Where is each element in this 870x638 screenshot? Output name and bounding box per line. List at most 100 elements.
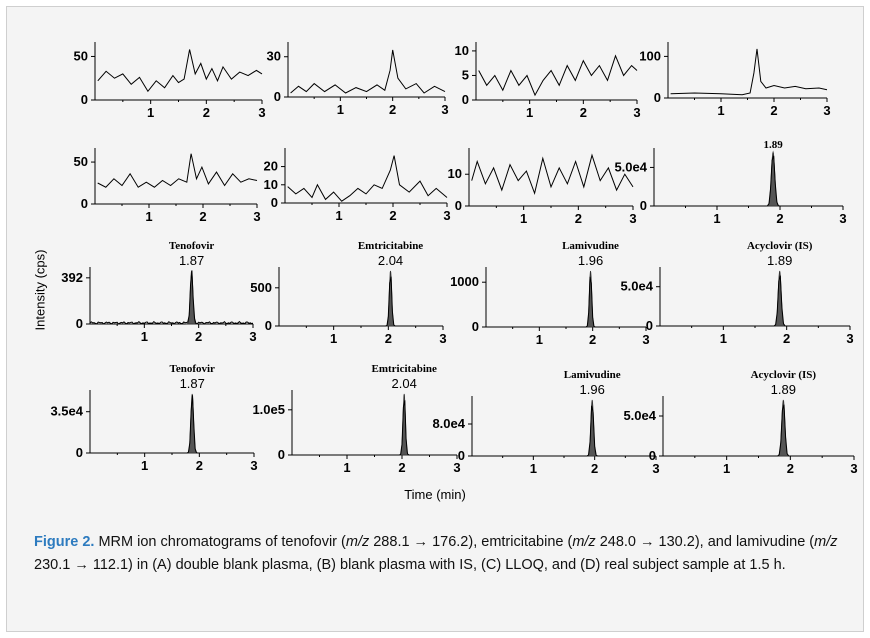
chromatogram-trace bbox=[486, 276, 646, 328]
x-tick-label: 1 bbox=[147, 105, 154, 120]
x-tick-label: 3 bbox=[839, 211, 846, 226]
chromatogram-panel: 1 2 3 0 10 20 bbox=[264, 148, 451, 223]
y-tick-label: 100 bbox=[639, 48, 661, 63]
y-tick-label: 0 bbox=[654, 90, 661, 105]
caption-segment: m/z bbox=[572, 534, 596, 550]
y-tick-label: 0 bbox=[265, 318, 272, 333]
y-tick-label: 392 bbox=[61, 270, 83, 285]
x-tick-label: 1 bbox=[723, 461, 730, 476]
x-tick-label: 3 bbox=[258, 105, 265, 120]
peak-rt-label: 2.04 bbox=[392, 376, 417, 391]
chromatogram-panel: 1 2 3 0 5 10 bbox=[455, 42, 641, 120]
chromatogram-trace bbox=[279, 276, 443, 327]
caption-segment: m/z bbox=[345, 534, 370, 550]
compound-label: Emtricitabine bbox=[372, 363, 437, 375]
x-tick-label: 2 bbox=[389, 208, 396, 223]
x-tick-label: 3 bbox=[846, 331, 853, 346]
x-tick-label: 3 bbox=[652, 461, 659, 476]
x-tick-label: 2 bbox=[385, 331, 392, 346]
x-tick-label: 2 bbox=[591, 461, 598, 476]
chromatogram-trace bbox=[90, 395, 254, 454]
x-tick-label: 2 bbox=[575, 211, 582, 226]
y-tick-label: 0 bbox=[472, 319, 479, 334]
y-tick-label: 3.5e4 bbox=[50, 404, 83, 419]
x-tick-label: 1 bbox=[141, 329, 148, 344]
y-tick-label: 0 bbox=[81, 92, 88, 107]
x-tick-label: 2 bbox=[770, 103, 777, 118]
y-tick-label: 5.0e4 bbox=[620, 279, 653, 294]
caption-segment: 288.1 → 176.2), emtricitabine ( bbox=[369, 534, 573, 550]
chromatogram-trace bbox=[89, 270, 254, 325]
y-tick-label: 50 bbox=[74, 48, 88, 63]
x-tick-label: 3 bbox=[441, 102, 448, 117]
x-tick-label: 3 bbox=[249, 329, 256, 344]
caption-segment: m/z bbox=[814, 534, 838, 550]
y-tick-label: 0 bbox=[76, 445, 83, 460]
chromatogram-panel: 1 2 3 0 50 bbox=[74, 148, 261, 224]
y-tick-label: 1000 bbox=[450, 274, 479, 289]
caption-text: MRM ion chromatograms of tenofovir (m/z … bbox=[34, 534, 837, 573]
x-tick-label: 2 bbox=[398, 460, 405, 475]
y-tick-label: 1.0e5 bbox=[252, 402, 285, 417]
x-tick-label: 2 bbox=[580, 105, 587, 120]
x-tick-label: 2 bbox=[787, 461, 794, 476]
y-tick-label: 0 bbox=[646, 318, 653, 333]
caption-segment: MRM ion chromatograms of tenofovir ( bbox=[94, 534, 346, 550]
y-tick-label: 10 bbox=[448, 166, 462, 181]
peak-area bbox=[765, 150, 781, 207]
chromatogram-trace bbox=[471, 153, 634, 196]
x-tick-label: 3 bbox=[253, 209, 260, 224]
x-tick-label: 1 bbox=[713, 211, 720, 226]
y-tick-label: 10 bbox=[455, 43, 469, 58]
peak-rt-label: 2.04 bbox=[378, 253, 403, 268]
chromatogram-trace bbox=[287, 155, 448, 202]
compound-label: Tenofovir bbox=[169, 240, 215, 252]
compound-label: Acyclovir (IS) bbox=[751, 369, 817, 381]
x-tick-label: 2 bbox=[589, 332, 596, 347]
y-tick-label: 0 bbox=[640, 198, 647, 213]
x-tick-label: 1 bbox=[330, 331, 337, 346]
y-tick-label: 5.0e4 bbox=[623, 408, 656, 423]
x-tick-label: 3 bbox=[823, 103, 830, 118]
x-tick-label: 2 bbox=[196, 458, 203, 473]
x-tick-label: 1 bbox=[145, 209, 152, 224]
x-tick-label: 1 bbox=[720, 331, 727, 346]
x-tick-label: 1 bbox=[530, 461, 537, 476]
x-tick-label: 3 bbox=[629, 211, 636, 226]
y-tick-label: 10 bbox=[264, 177, 278, 192]
x-tick-label: 1 bbox=[335, 208, 342, 223]
peak-rt-label: 1.87 bbox=[180, 376, 205, 391]
x-tick-label: 2 bbox=[195, 329, 202, 344]
peak-rt-label: 1.87 bbox=[179, 253, 204, 268]
x-tick-label: 1 bbox=[343, 460, 350, 475]
figure-frame bbox=[6, 6, 864, 632]
y-axis-label: Intensity (cps) bbox=[32, 249, 48, 331]
compound-label: Acyclovir (IS) bbox=[747, 240, 813, 252]
x-tick-label: 2 bbox=[199, 209, 206, 224]
x-tick-label: 1 bbox=[717, 103, 724, 118]
chromatogram-panel: 1 2 3 0 100 bbox=[639, 42, 831, 118]
chromatogram-trace bbox=[478, 54, 638, 97]
y-tick-label: 0 bbox=[458, 448, 465, 463]
x-tick-label: 3 bbox=[439, 331, 446, 346]
y-tick-label: 8.0e4 bbox=[432, 416, 465, 431]
x-tick-label: 2 bbox=[389, 102, 396, 117]
y-tick-label: 0 bbox=[271, 195, 278, 210]
x-tick-label: 3 bbox=[250, 458, 257, 473]
peak-rt-label: 1.96 bbox=[580, 382, 605, 397]
peak-rt-label: 1.96 bbox=[578, 253, 603, 268]
y-tick-label: 0 bbox=[455, 198, 462, 213]
y-tick-label: 0 bbox=[462, 92, 469, 107]
x-tick-label: 1 bbox=[337, 102, 344, 117]
caption-label: Figure 2. bbox=[34, 534, 95, 550]
x-tick-label: 2 bbox=[203, 105, 210, 120]
y-tick-label: 0 bbox=[274, 89, 281, 104]
